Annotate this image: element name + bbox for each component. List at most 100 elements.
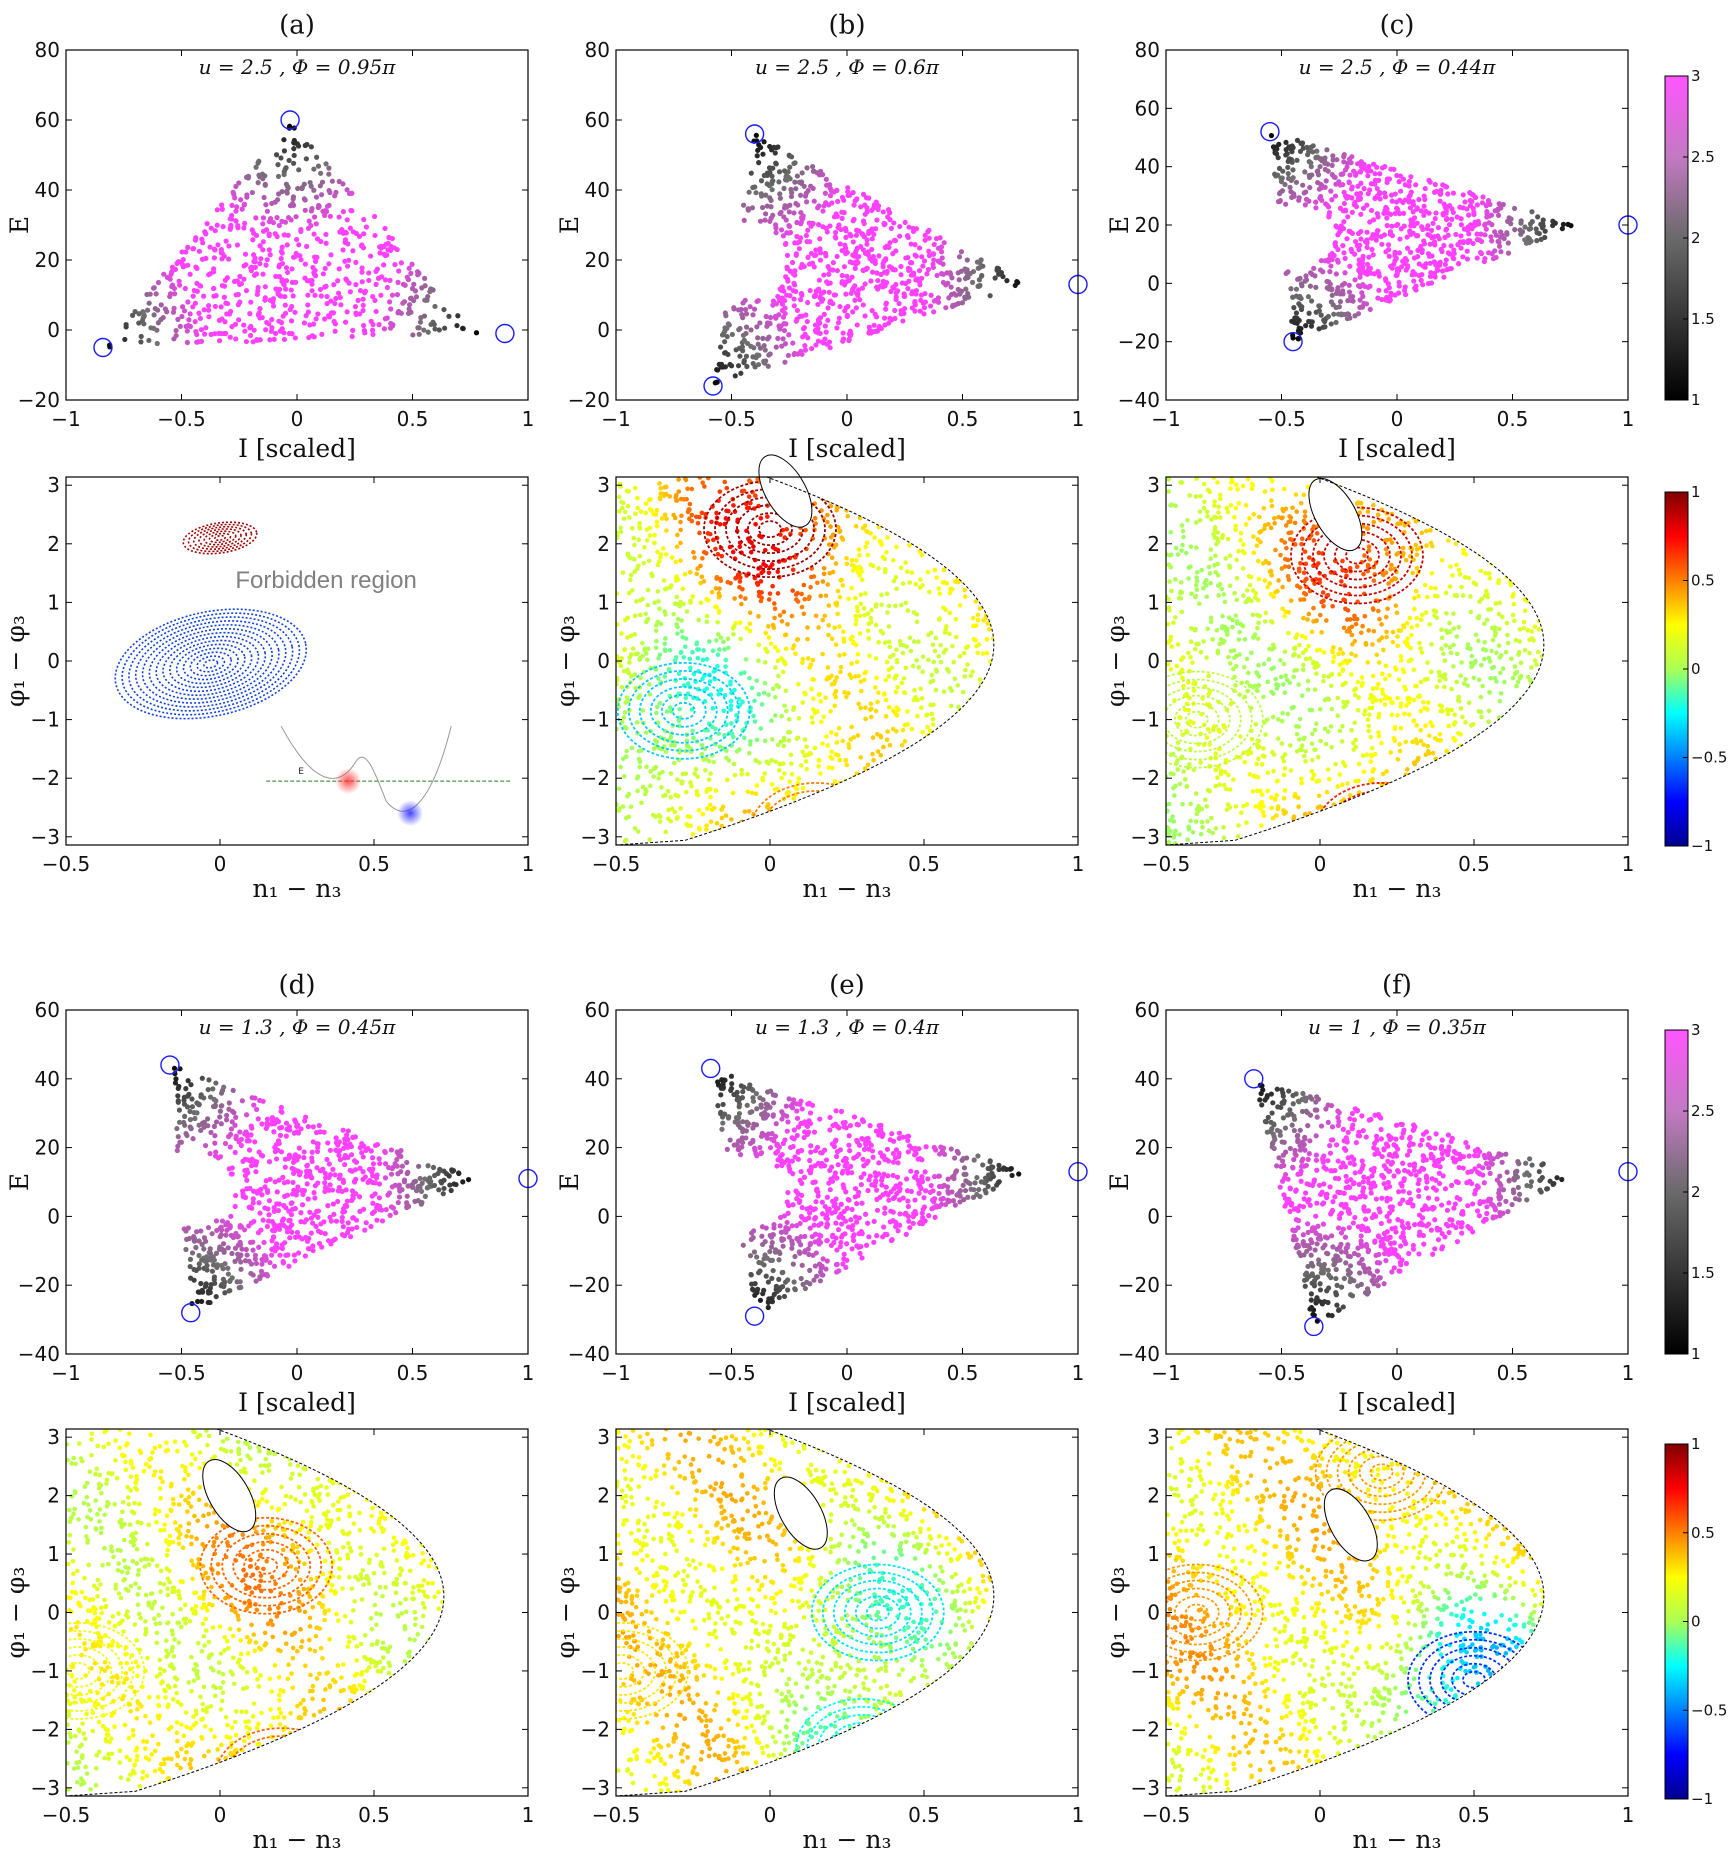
orbit-point [479, 1726, 484, 1731]
data-point [823, 253, 829, 259]
orbit-point [106, 1620, 112, 1625]
orbit-point [447, 1483, 452, 1488]
orbit-point [475, 1736, 480, 1741]
data-point [176, 278, 182, 284]
orbit-point [298, 1715, 304, 1721]
orbit-point [316, 1763, 321, 1769]
orbit-point [458, 1638, 463, 1643]
panel-title: u = 1.3 , Φ = 0.45π [199, 1015, 397, 1039]
orbit-point [360, 1450, 366, 1455]
orbit-point [197, 1450, 203, 1455]
data-point [262, 1205, 268, 1211]
data-point [295, 1122, 301, 1128]
orbit-point [293, 1497, 298, 1502]
orbit-point [494, 1587, 499, 1592]
data-point [224, 1227, 230, 1233]
orbit-point [399, 1489, 405, 1495]
orbit-point [382, 1789, 388, 1795]
orbit-point [106, 1441, 111, 1447]
orbit-point [359, 1704, 364, 1710]
orbit-point [90, 1728, 96, 1734]
data-point [882, 244, 888, 251]
y-axis-label: E [5, 216, 34, 234]
data-point [279, 250, 285, 256]
orbit-point [356, 1761, 361, 1767]
orbit-point [255, 1742, 261, 1747]
data-point [213, 1098, 219, 1104]
orbit-point [377, 1787, 382, 1792]
data-point [382, 225, 388, 232]
orbit-point [68, 1734, 74, 1740]
orbit-point [66, 1713, 72, 1718]
orbit-point [272, 1663, 278, 1668]
orbit-point [310, 1688, 315, 1694]
data-point [902, 305, 908, 312]
data-point [199, 1298, 205, 1305]
orbit-point [285, 1742, 290, 1748]
data-point [205, 1224, 212, 1231]
orbit-point [225, 1638, 230, 1644]
orbit-point [515, 1545, 520, 1550]
data-point [922, 237, 928, 243]
data-point [304, 141, 310, 148]
orbit-point [123, 1644, 129, 1650]
orbit-point [473, 1767, 478, 1772]
orbit-point [407, 1676, 413, 1681]
data-point [175, 1143, 181, 1149]
x-tick-label: −1 [51, 1361, 80, 1385]
orbit-point [335, 1663, 341, 1668]
data-point [306, 218, 312, 224]
y-axis-label: φ₁ − φ₃ [1, 615, 30, 707]
orbit-point [351, 1608, 356, 1613]
data-point [931, 257, 937, 263]
data-point [326, 1161, 332, 1167]
orbit-point [517, 1497, 522, 1502]
orbit-point [307, 1783, 313, 1789]
data-point [257, 337, 263, 343]
data-point [842, 225, 849, 231]
data-point [351, 1179, 358, 1185]
orbit-point [418, 1490, 424, 1496]
orbit-point [98, 1582, 103, 1587]
data-point [155, 320, 161, 326]
orbit-point [489, 1688, 494, 1693]
data-point [815, 325, 821, 332]
data-point [232, 1203, 238, 1210]
orbit-point [378, 1612, 383, 1617]
data-point [252, 1252, 259, 1258]
orbit-point [164, 1648, 169, 1654]
orbit-point [303, 1466, 308, 1472]
y-tick-label: 20 [35, 1136, 60, 1160]
data-point [963, 286, 969, 292]
data-point [324, 208, 330, 215]
data-point [785, 1287, 791, 1293]
data-point [298, 226, 304, 233]
data-point [136, 311, 142, 317]
orbit-point [250, 1779, 256, 1785]
data-point [314, 236, 321, 242]
y-tick-label: 60 [585, 108, 610, 132]
data-point [333, 295, 339, 302]
data-point [344, 277, 350, 284]
data-point [301, 1149, 307, 1155]
orbit-point [263, 1456, 269, 1462]
data-point [236, 317, 242, 323]
data-point [754, 153, 760, 159]
data-point [921, 304, 928, 311]
data-point [327, 1147, 333, 1153]
orbit-point [335, 1507, 341, 1513]
data-point [214, 222, 220, 228]
inset-blue-state [397, 800, 424, 827]
data-point [291, 146, 297, 152]
data-point [767, 1248, 773, 1255]
data-point [214, 1227, 220, 1234]
orbit-point [416, 1665, 421, 1671]
orbit-point [121, 1680, 127, 1685]
data-point [872, 257, 878, 264]
data-point [446, 313, 452, 319]
data-point [225, 1245, 231, 1251]
data-point [373, 281, 379, 287]
orbit-point [492, 1518, 497, 1523]
data-point [870, 1154, 876, 1160]
data-point [930, 261, 936, 267]
